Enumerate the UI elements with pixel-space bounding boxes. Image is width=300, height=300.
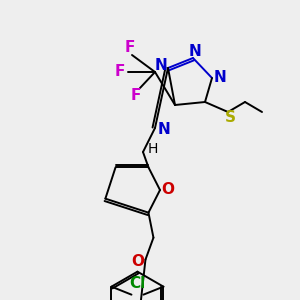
Text: N: N (158, 122, 170, 137)
Text: F: F (125, 40, 135, 56)
Text: S: S (224, 110, 236, 125)
Text: N: N (154, 58, 167, 74)
Text: H: H (148, 142, 158, 156)
Text: O: O (131, 254, 144, 269)
Text: Cl: Cl (129, 276, 146, 291)
Text: N: N (214, 70, 226, 86)
Text: F: F (115, 64, 125, 80)
Text: F: F (131, 88, 141, 103)
Text: N: N (189, 44, 201, 59)
Text: O: O (161, 182, 175, 197)
